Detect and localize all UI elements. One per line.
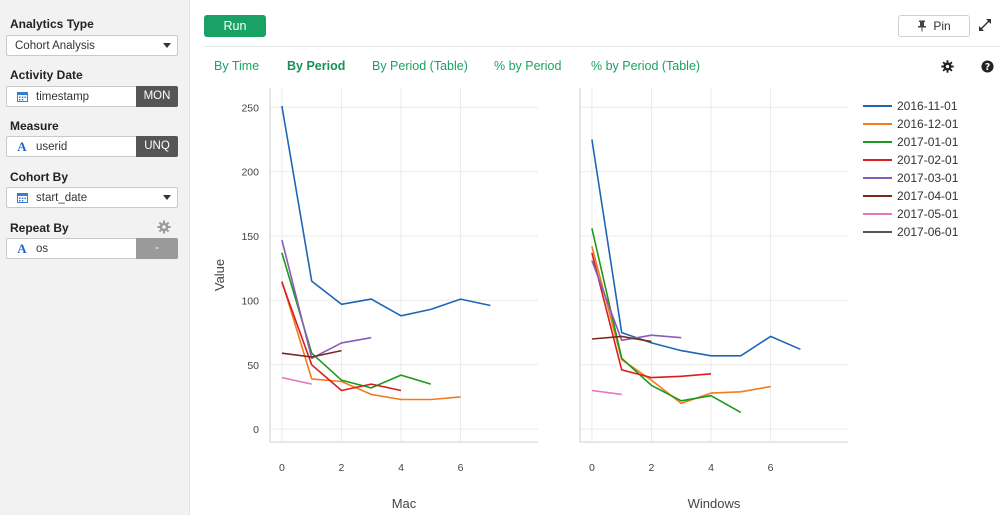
cohort-chart: 0 2 4 6 0 50 100 150 200 250 Mac 0 2 4 6 Windows Value 20… [212, 88, 959, 511]
pin-button[interactable]: Pin [898, 15, 970, 37]
legend-label: 2017-05-01 [897, 207, 959, 221]
settings-icon[interactable] [941, 60, 954, 73]
y-tick-label: 200 [241, 167, 259, 179]
pin-label: Pin [933, 19, 951, 33]
series-line [281, 376, 312, 385]
cohort-by-label: Cohort By [10, 170, 68, 184]
y-tick-label: 250 [241, 102, 259, 114]
cohort-by-select[interactable]: start_date [6, 187, 178, 208]
x-tick-label: 6 [768, 462, 774, 474]
activity-date-unit-button[interactable]: MON [136, 85, 178, 107]
measure-field[interactable]: A userid UNQ [6, 135, 178, 157]
run-button[interactable]: Run [204, 15, 266, 37]
activity-date-value: timestamp [36, 90, 90, 103]
repeat-by-label: Repeat By [10, 221, 69, 235]
measure-value: userid [36, 140, 68, 153]
tab-percent-by-period-table[interactable]: % by Period (Table) [591, 59, 701, 73]
calendar-icon [16, 192, 28, 203]
pin-icon [918, 20, 927, 32]
x-tick-label: 0 [589, 462, 595, 474]
text-type-icon: A [17, 138, 27, 154]
tab-by-period-table[interactable]: By Period (Table) [372, 59, 468, 73]
x-tick-label: 6 [458, 462, 464, 474]
series-line [591, 246, 771, 405]
repeat-by-option-button[interactable]: - [136, 237, 178, 259]
series-line [281, 349, 342, 358]
y-tick-label: 100 [241, 295, 259, 307]
analytics-type-label: Analytics Type [10, 17, 94, 31]
x-tick-label: 0 [279, 462, 285, 474]
measure-aggregation-button[interactable]: UNQ [136, 135, 178, 157]
series-line [591, 335, 652, 343]
y-tick-label: 50 [247, 360, 259, 372]
tab-percent-by-period[interactable]: % by Period [494, 59, 562, 73]
series-line [281, 239, 372, 360]
sidebar: Analytics Type Cohort Analysis Activity … [0, 0, 190, 515]
panel-title: Windows [688, 496, 741, 511]
repeat-by-field[interactable]: A os - [6, 237, 178, 259]
chevron-down-icon [163, 195, 171, 200]
activity-date-field[interactable]: timestamp MON [6, 85, 178, 107]
x-tick-label: 2 [649, 462, 655, 474]
chevron-down-icon [163, 43, 171, 48]
legend-label: 2017-06-01 [897, 225, 959, 239]
x-tick-label: 2 [339, 462, 345, 474]
series-line [591, 389, 622, 396]
legend-label: 2017-04-01 [897, 189, 959, 203]
series-line [591, 252, 712, 379]
x-tick-label: 4 [398, 462, 404, 474]
cohort-by-value: start_date [36, 191, 88, 204]
legend-label: 2017-01-01 [897, 135, 959, 149]
x-tick-label: 4 [708, 462, 714, 474]
series-line [281, 280, 461, 401]
calendar-icon [16, 91, 28, 102]
legend-label: 2016-12-01 [897, 117, 959, 131]
y-axis-title: Value [212, 259, 227, 291]
toolbar-divider [204, 46, 1000, 47]
gear-icon[interactable] [157, 220, 171, 234]
measure-label: Measure [10, 119, 59, 133]
panel-title: Mac [392, 496, 417, 511]
series-line [591, 139, 801, 357]
legend-label: 2016-11-01 [897, 99, 958, 113]
analytics-type-value: Cohort Analysis [15, 39, 95, 52]
expand-icon[interactable] [978, 18, 992, 32]
activity-date-label: Activity Date [10, 68, 83, 82]
y-tick-label: 150 [241, 231, 259, 243]
help-icon[interactable]: ? [981, 60, 994, 73]
tab-by-period[interactable]: By Period [287, 59, 346, 73]
series-line [281, 105, 491, 317]
series-line [591, 260, 682, 342]
repeat-by-value: os [36, 242, 49, 255]
legend-label: 2017-02-01 [897, 153, 959, 167]
tab-by-time[interactable]: By Time [214, 59, 260, 73]
text-type-icon: A [17, 240, 27, 256]
series-line [281, 282, 402, 392]
legend-label: 2017-03-01 [897, 171, 959, 185]
analytics-type-select[interactable]: Cohort Analysis [6, 35, 178, 56]
svg-text:?: ? [985, 62, 990, 73]
series-line [281, 252, 432, 389]
y-tick-label: 0 [253, 424, 259, 436]
